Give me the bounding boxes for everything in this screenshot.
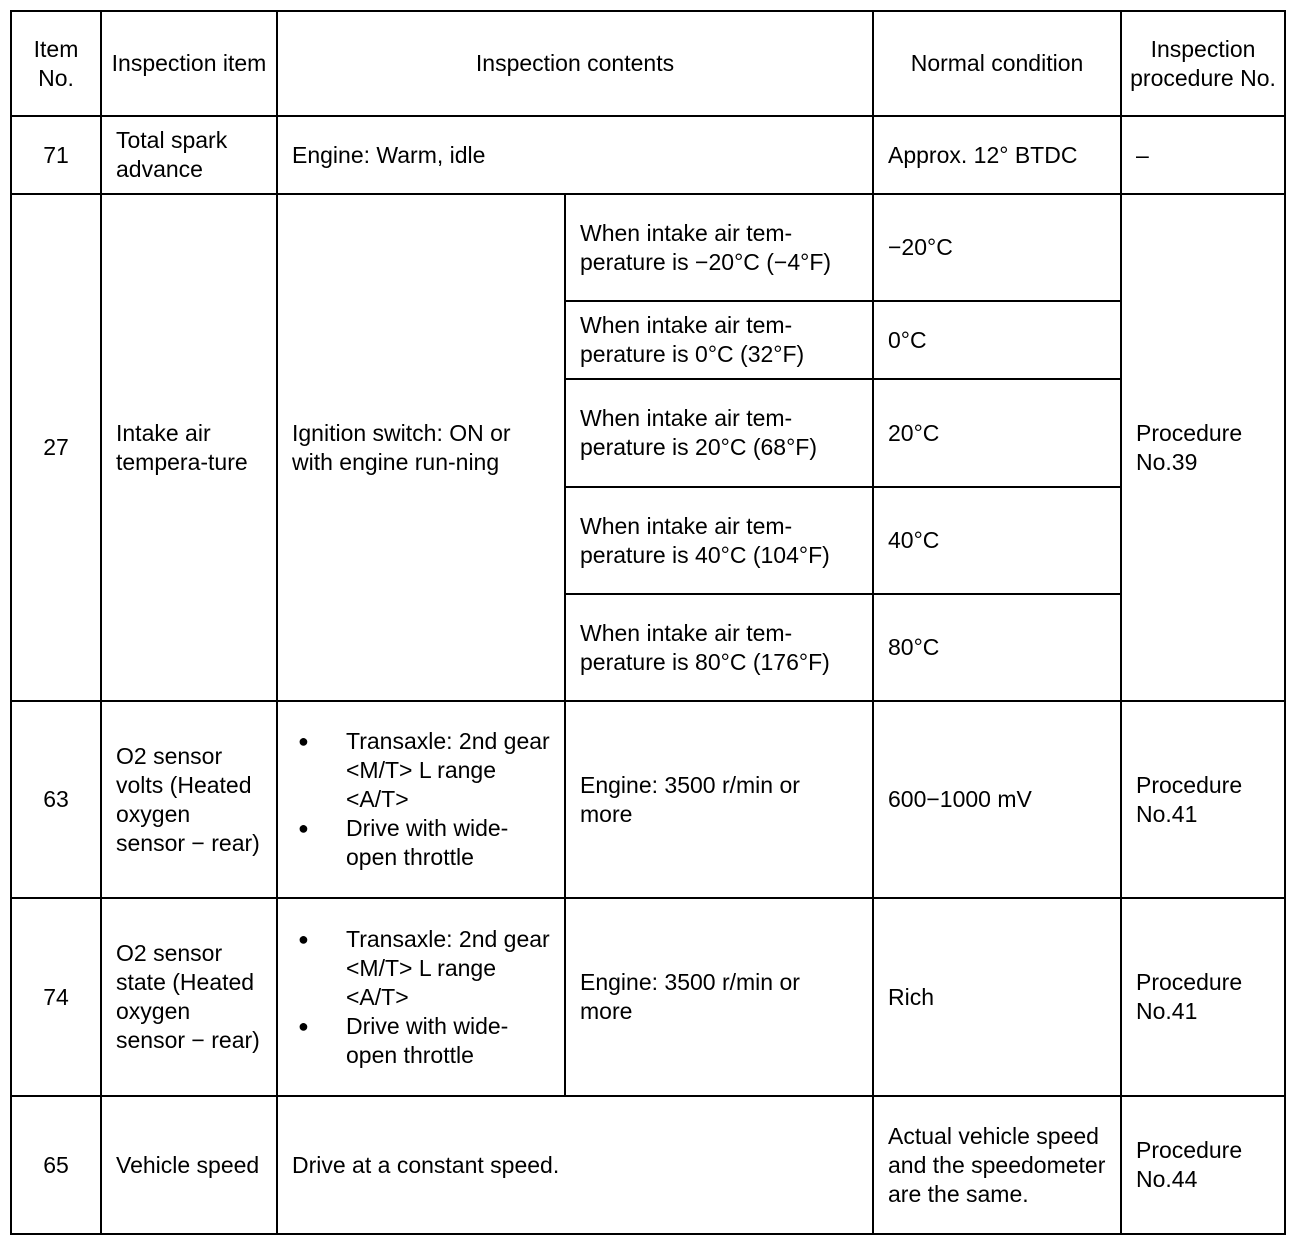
inspection-item: Vehicle speed [100, 1095, 278, 1235]
sub-condition: When intake air tem-perature is 20°C (68… [564, 378, 874, 488]
sub-condition: When intake air tem-perature is 0°C (32°… [564, 300, 874, 380]
bullet-item: Drive with wide-open throttle [298, 814, 550, 872]
normal-condition: Actual vehicle speed and the speedometer… [872, 1095, 1122, 1235]
header-row: Item No. Inspection item Inspection cont… [10, 10, 1286, 117]
item-no: 65 [10, 1095, 102, 1235]
item-no: 74 [10, 897, 102, 1097]
normal-condition: Approx. 12° BTDC [872, 115, 1122, 195]
bullet-item: Drive with wide-open throttle [298, 1012, 550, 1070]
header-item-no: Item No. [10, 10, 102, 117]
inspection-contents: Engine: Warm, idle [276, 115, 874, 195]
table-row: When intake air tem-perature is 80°C (17… [11, 593, 1285, 702]
header-inspection-contents: Inspection contents [276, 10, 874, 117]
table-row: 65 Vehicle speed Drive at a constant spe… [10, 1095, 1286, 1235]
table-row: 71 Total spark advance Engine: Warm, idl… [10, 115, 1286, 195]
procedure-no: Procedure No.41 [1120, 700, 1286, 899]
inspection-contents: Ignition switch: ON or with engine run-n… [276, 193, 566, 702]
inspection-item: Total spark advance [100, 115, 278, 195]
item-no: 27 [10, 193, 102, 702]
inspection-contents: Transaxle: 2nd gear <M/T> L range <A/T> … [276, 700, 566, 899]
sub-condition: When intake air tem-perature is 80°C (17… [564, 593, 874, 702]
header-inspection-item: Inspection item [100, 10, 278, 117]
inspection-item: O2 sensor volts (Heated oxygen sensor − … [100, 700, 278, 899]
table-row: When intake air tem-perature is 40°C (10… [11, 486, 1285, 595]
normal-condition: 80°C [872, 593, 1122, 702]
table-row: 63 O2 sensor volts (Heated oxygen sensor… [10, 700, 1286, 899]
sub-condition: Engine: 3500 r/min or more [564, 700, 874, 899]
procedure-no: – [1120, 115, 1286, 195]
header-procedure-no: Inspection procedure No. [1120, 10, 1286, 117]
normal-condition: 20°C [872, 378, 1122, 488]
inspection-contents: Transaxle: 2nd gear <M/T> L range <A/T> … [276, 897, 566, 1097]
normal-condition: Rich [872, 897, 1122, 1097]
item-no: 71 [10, 115, 102, 195]
procedure-no: Procedure No.44 [1120, 1095, 1286, 1235]
normal-condition: −20°C [872, 193, 1122, 302]
table-row: When intake air tem-perature is 0°C (32°… [11, 300, 1285, 380]
inspection-item: O2 sensor state (Heated oxygen sensor − … [100, 897, 278, 1097]
header-normal-condition: Normal condition [872, 10, 1122, 117]
sub-condition: When intake air tem-perature is 40°C (10… [564, 486, 874, 595]
table-row: 27 Intake air tempera-ture Ignition swit… [10, 193, 1286, 702]
procedure-no: Procedure No.39 [1120, 193, 1286, 702]
table-row: When intake air tem-perature is 20°C (68… [11, 378, 1285, 488]
sub-condition: Engine: 3500 r/min or more [564, 897, 874, 1097]
inspection-contents: Drive at a constant speed. [276, 1095, 874, 1235]
bullet-item: Transaxle: 2nd gear <M/T> L range <A/T> [298, 727, 550, 814]
procedure-no: Procedure No.41 [1120, 897, 1286, 1097]
item-no: 63 [10, 700, 102, 899]
inspection-table: Item No. Inspection item Inspection cont… [10, 10, 1286, 1235]
normal-condition: 600−1000 mV [872, 700, 1122, 899]
normal-condition: 40°C [872, 486, 1122, 595]
table-row: 74 O2 sensor state (Heated oxygen sensor… [10, 897, 1286, 1097]
bullet-item: Transaxle: 2nd gear <M/T> L range <A/T> [298, 925, 550, 1012]
normal-condition: 0°C [872, 300, 1122, 380]
sub-condition: When intake air tem-perature is −20°C (−… [564, 193, 874, 302]
inspection-item: Intake air tempera-ture [100, 193, 278, 702]
